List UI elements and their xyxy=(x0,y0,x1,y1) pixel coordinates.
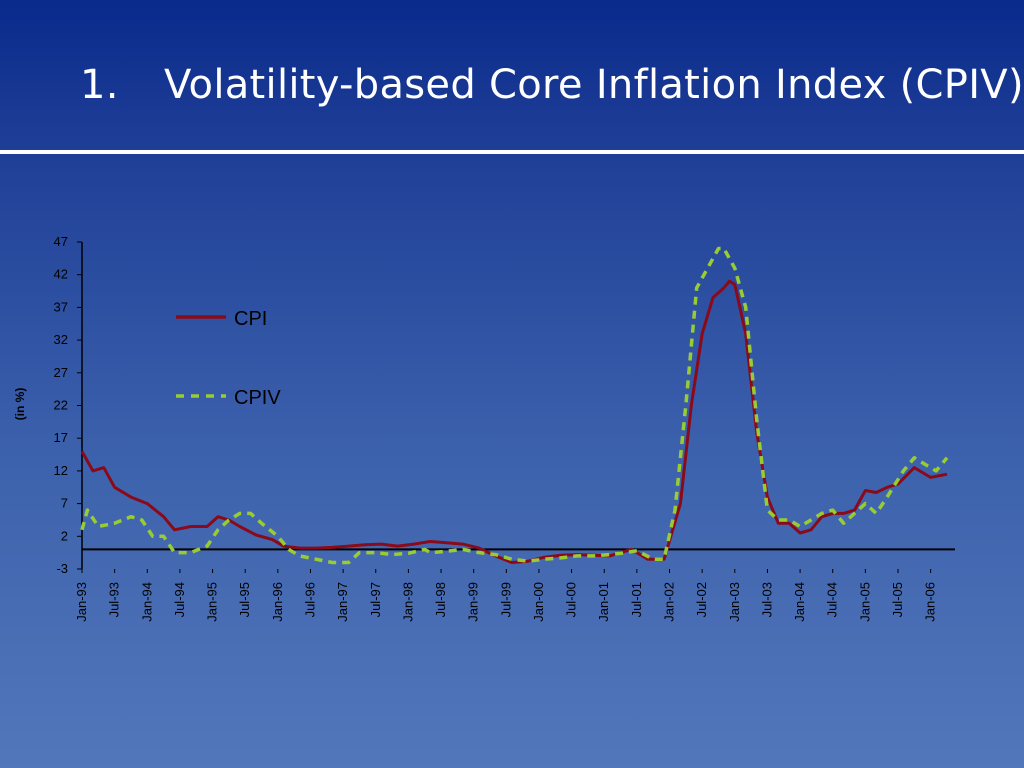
x-tick-label: Jul-94 xyxy=(172,582,187,617)
y-tick-label: 2 xyxy=(61,528,68,543)
slide-number: 1. xyxy=(80,62,119,108)
x-tick-label: Jan-98 xyxy=(400,582,415,622)
y-tick-label: 42 xyxy=(54,267,68,282)
y-tick-label: 27 xyxy=(54,365,68,380)
x-tick-label: Jul-93 xyxy=(107,582,122,617)
y-tick-label: -3 xyxy=(56,561,68,576)
x-tick-label: Jan-02 xyxy=(662,582,677,622)
x-axis: Jan-93 Jul-93 Jan-94 Jul-94 Jan-95 Jul-95 Jan-… xyxy=(74,569,938,622)
x-tick-label: Jan-96 xyxy=(270,582,285,622)
x-tick-label: Jul-05 xyxy=(890,582,905,617)
x-tick-label: Jan-00 xyxy=(531,582,546,622)
x-tick-label: Jan-95 xyxy=(205,582,220,622)
legend-label-cpi: CPI xyxy=(234,308,267,330)
x-tick-label: Jul-98 xyxy=(433,582,448,617)
x-tick-label: Jan-01 xyxy=(596,582,611,622)
x-tick-label: Jul-99 xyxy=(498,582,513,617)
x-tick-label: Jul-01 xyxy=(629,582,644,617)
x-tick-label: Jan-99 xyxy=(466,582,481,622)
legend-label-cpiv: CPIV xyxy=(234,387,281,409)
x-tick-label: Jan-05 xyxy=(857,582,872,622)
x-tick-label: Jan-93 xyxy=(74,582,89,622)
x-tick-label: Jan-94 xyxy=(139,582,154,622)
x-tick-label: Jul-04 xyxy=(825,582,840,617)
title-divider xyxy=(0,150,1024,154)
x-tick-label: Jan-04 xyxy=(792,582,807,622)
series-line-cpiv xyxy=(80,246,949,565)
x-tick-label: Jan-06 xyxy=(923,582,938,622)
y-axis-label: (in %) xyxy=(13,388,27,421)
series-line-cpi xyxy=(80,279,948,564)
y-tick-label: 7 xyxy=(61,496,68,511)
y-tick-label: 22 xyxy=(54,398,68,413)
y-tick-label: 12 xyxy=(54,463,68,478)
y-tick-label: 37 xyxy=(54,299,68,314)
x-tick-label: Jul-02 xyxy=(694,582,709,617)
legend: CPI CPIV xyxy=(176,308,281,409)
x-tick-label: Jul-03 xyxy=(759,582,774,617)
x-tick-label: Jul-97 xyxy=(368,582,383,617)
series-layer xyxy=(80,246,949,565)
x-tick-label: Jul-00 xyxy=(564,582,579,617)
x-tick-label: Jan-97 xyxy=(335,582,350,622)
slide-heading: Volatility-based Core Inflation Index (C… xyxy=(164,62,1024,108)
y-tick-label: 32 xyxy=(54,332,68,347)
y-tick-label: 17 xyxy=(54,430,68,445)
x-tick-label: Jan-03 xyxy=(727,582,742,622)
x-tick-label: Jul-95 xyxy=(237,582,252,617)
y-tick-label: 47 xyxy=(54,234,68,249)
x-tick-label: Jul-96 xyxy=(302,582,317,617)
